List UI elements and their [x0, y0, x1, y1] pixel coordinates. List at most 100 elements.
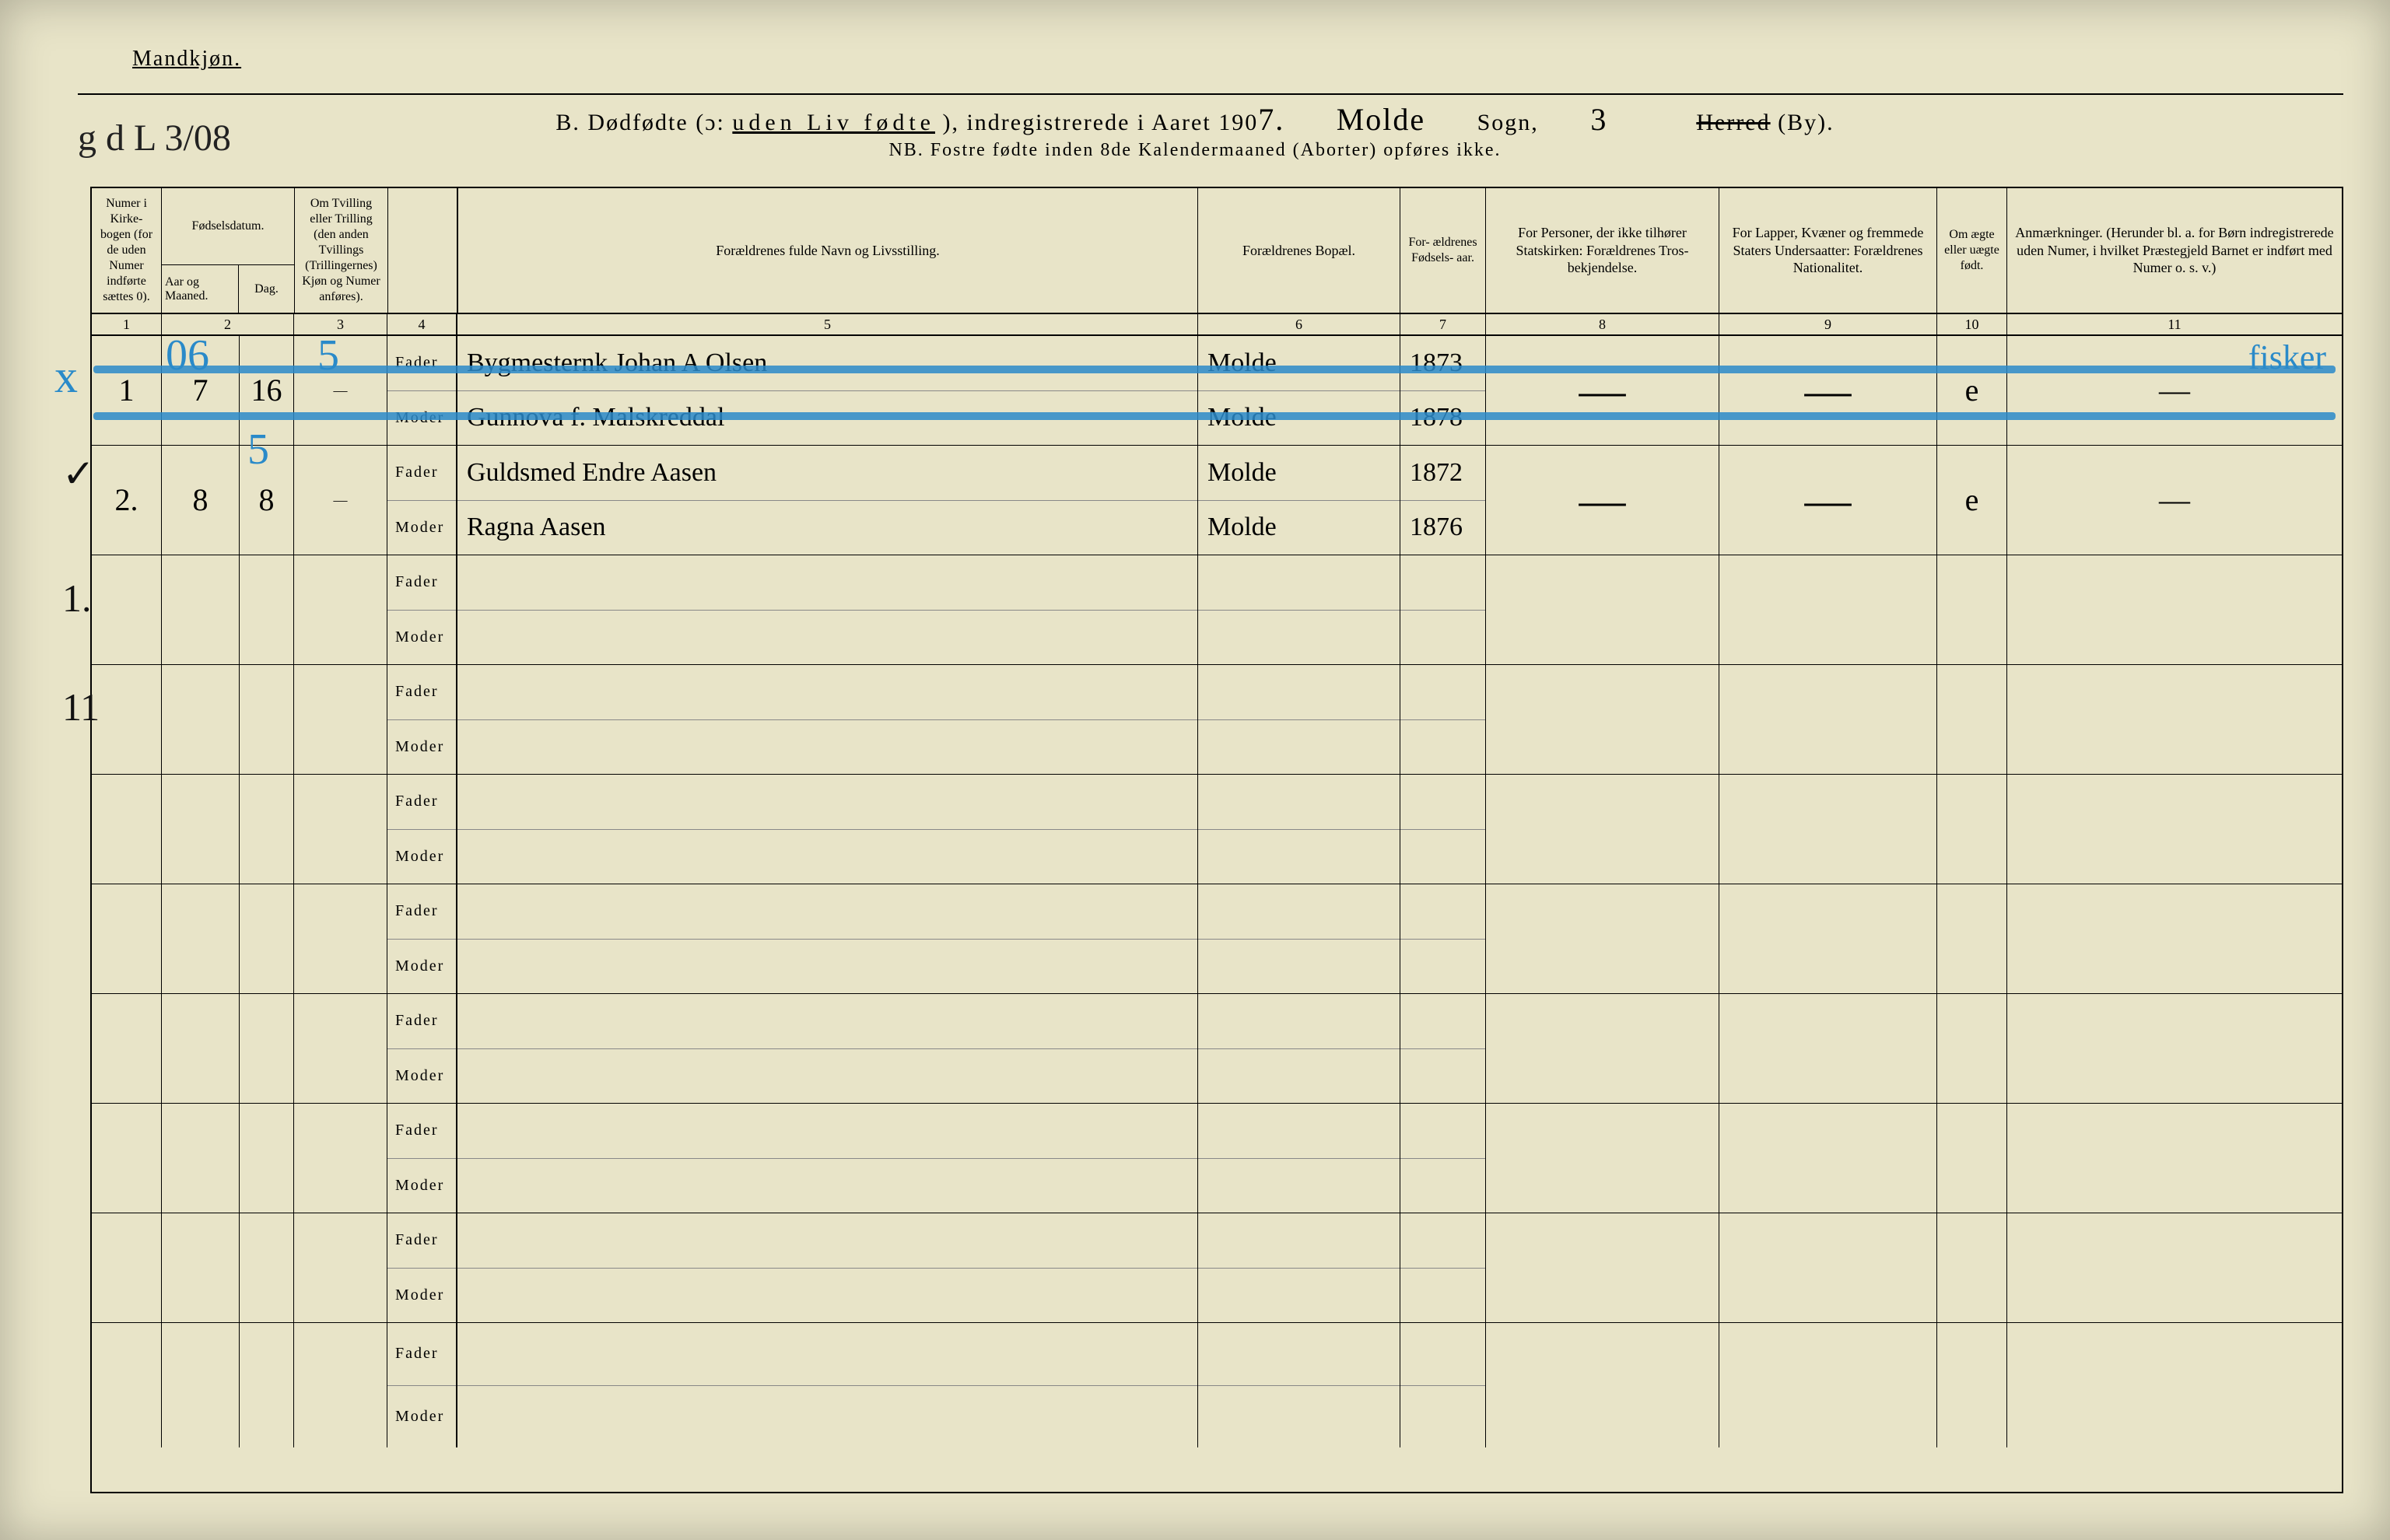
header-col-7: For- ældrenes Fødsels- aar. — [1400, 188, 1486, 313]
title-prefix: B. Dødfødte (ɔ: — [555, 110, 732, 135]
cell-aar-mnd — [162, 1213, 240, 1322]
cell-no — [92, 555, 162, 664]
cell-aegte: e — [1937, 446, 2007, 555]
cell-bopael — [1198, 994, 1400, 1103]
title-mid: ), indregistrerede i Aaret 190 — [942, 110, 1258, 135]
colnum-7: 7 — [1400, 314, 1486, 334]
cell-dag — [240, 1104, 294, 1213]
table-row: FaderModer — [92, 884, 2342, 994]
cell-bopael: MoldeMolde — [1198, 446, 1400, 555]
top-rule — [78, 93, 2343, 95]
cell-bopael: MoldeMolde — [1198, 336, 1400, 445]
cell-nationalitet — [1719, 665, 1937, 774]
cell-aar — [1400, 884, 1486, 993]
cell-tro — [1486, 884, 1719, 993]
colnum-6: 6 — [1198, 314, 1400, 334]
table-row: FaderModer — [92, 665, 2342, 775]
cell-parent-labels: FaderModer — [387, 1213, 457, 1322]
cell-tvilling — [294, 1104, 387, 1213]
cell-parents-name — [457, 1213, 1198, 1322]
title-by: (By). — [1778, 110, 1835, 135]
cell-aar-mnd: 8 — [162, 446, 240, 555]
table-column-numbers: 1 2 3 4 5 6 7 8 9 10 11 — [92, 314, 2342, 336]
cell-bopael — [1198, 884, 1400, 993]
cell-bopael — [1198, 1323, 1400, 1447]
title-spaced: uden Liv fødte — [732, 110, 935, 135]
cell-dag — [240, 1213, 294, 1322]
cell-aar — [1400, 775, 1486, 884]
cell-parents-name — [457, 775, 1198, 884]
table-row: 170616—5FaderModerBygmesternk Johan A Ol… — [92, 336, 2342, 446]
cell-no — [92, 1323, 162, 1447]
cell-aar-mnd — [162, 1323, 240, 1447]
table-row: 2.885—FaderModerGuldsmed Endre AasenRagn… — [92, 446, 2342, 555]
cell-aar-mnd — [162, 994, 240, 1103]
cell-aar: 18731878 — [1400, 336, 1486, 445]
cell-parent-labels: FaderModer — [387, 336, 457, 445]
margin-mark: 1. — [62, 576, 92, 621]
cell-tvilling — [294, 665, 387, 774]
cell-anm — [2007, 1104, 2342, 1213]
ledger-page: Mandkjøn. B. Dødfødte (ɔ: uden Liv fødte… — [0, 0, 2390, 1540]
cell-tro — [1486, 1213, 1719, 1322]
cell-no: 1 — [92, 336, 162, 445]
margin-blue-mark: x — [54, 350, 101, 404]
nb-line: NB. Fostre fødte inden 8de Kalendermaane… — [0, 140, 2390, 161]
cell-aar — [1400, 1213, 1486, 1322]
cell-aegte — [1937, 994, 2007, 1103]
cell-aar-mnd — [162, 775, 240, 884]
cell-parent-labels: FaderModer — [387, 1104, 457, 1213]
cell-tro — [1486, 1323, 1719, 1447]
colnum-8: 8 — [1486, 314, 1719, 334]
blue-strike-line — [93, 366, 2336, 373]
header-col-2-group: Fødselsdatum. Aar og Maaned. Dag. — [162, 188, 295, 313]
colnum-11: 11 — [2007, 314, 2342, 334]
title-num-hw: 3 — [1590, 102, 1607, 137]
cell-dag — [240, 555, 294, 664]
cell-dag — [240, 1323, 294, 1447]
cell-aar-mnd: 706 — [162, 336, 240, 445]
cell-no — [92, 1104, 162, 1213]
cell-aegte — [1937, 884, 2007, 993]
cell-tro — [1486, 775, 1719, 884]
cell-tvilling: — — [294, 446, 387, 555]
cell-anm — [2007, 1213, 2342, 1322]
table-row: FaderModer — [92, 1104, 2342, 1213]
header-col-4 — [388, 188, 458, 313]
cell-nationalitet — [1719, 994, 1937, 1103]
ledger-table: Numer i Kirke- bogen (for de uden Numer … — [90, 187, 2343, 1493]
cell-anm — [2007, 994, 2342, 1103]
cell-tro: — — [1486, 446, 1719, 555]
header-col-3: Om Tvilling eller Trilling (den anden Tv… — [295, 188, 388, 313]
margin-annotation-top-left: g d L 3/08 — [78, 117, 231, 159]
colnum-3: 3 — [294, 314, 387, 334]
cell-dag — [240, 775, 294, 884]
cell-bopael — [1198, 775, 1400, 884]
header-col-2a: Aar og Maaned. — [162, 265, 239, 313]
cell-no — [92, 1213, 162, 1322]
title-year-hw: 7. — [1258, 102, 1284, 137]
cell-aegte — [1937, 555, 2007, 664]
margin-tick: ✓ — [62, 451, 95, 496]
margin-mark: 11 — [62, 684, 100, 730]
cell-parents-name — [457, 1323, 1198, 1447]
cell-parent-labels: FaderModer — [387, 884, 457, 993]
cell-no — [92, 775, 162, 884]
cell-aar: 18721876 — [1400, 446, 1486, 555]
cell-anm — [2007, 1323, 2342, 1447]
table-body: 170616—5FaderModerBygmesternk Johan A Ol… — [92, 336, 2342, 1447]
cell-aegte — [1937, 1213, 2007, 1322]
cell-tvilling — [294, 994, 387, 1103]
cell-tro — [1486, 1104, 1719, 1213]
cell-tro: — — [1486, 336, 1719, 445]
title-parish-hw: Molde — [1337, 102, 1425, 137]
header-col-9: For Lapper, Kvæner og fremmede Staters U… — [1719, 188, 1937, 313]
cell-parent-labels: FaderModer — [387, 665, 457, 774]
cell-tvilling: —5 — [294, 336, 387, 445]
cell-parent-labels: FaderModer — [387, 1323, 457, 1447]
cell-tvilling — [294, 555, 387, 664]
cell-dag — [240, 884, 294, 993]
cell-parents-name: Bygmesternk Johan A OlsenGunnova f. Mals… — [457, 336, 1198, 445]
cell-nationalitet — [1719, 1213, 1937, 1322]
cell-parent-labels: FaderModer — [387, 446, 457, 555]
